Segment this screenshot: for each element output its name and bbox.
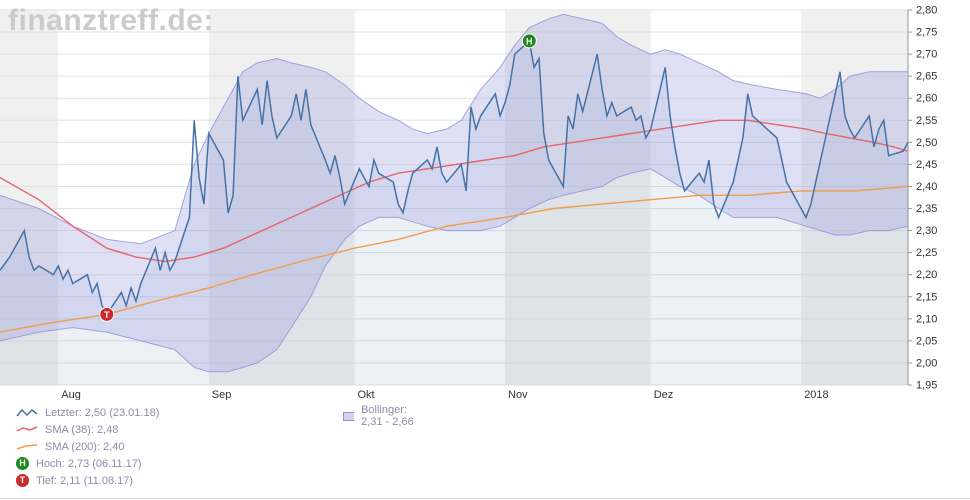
sma200-line-icon — [16, 444, 38, 450]
svg-text:2,80: 2,80 — [916, 5, 937, 17]
legend-item-tief[interactable]: T Tief: 2,11 (11.08.17) — [16, 474, 133, 487]
svg-text:2018: 2018 — [804, 389, 828, 400]
high-marker-icon: H — [16, 457, 29, 470]
legend-item-sma200[interactable]: SMA (200): 2,40 — [16, 441, 125, 453]
legend-label-letzter: Letzter: 2,50 (23.01.18) — [45, 406, 160, 419]
legend-item-letzter[interactable]: Letzter: 2,50 (23.01.18) — [16, 407, 159, 419]
legend-label-sma200: SMA (200): 2,40 — [45, 440, 125, 453]
svg-text:2,55: 2,55 — [916, 115, 937, 127]
svg-text:2,10: 2,10 — [916, 313, 937, 325]
x-axis-labels: Aug Sep Okt Nov Dez 2018 — [61, 389, 828, 400]
legend-label-sma38: SMA (38): 2,48 — [45, 423, 119, 436]
grid-and-y-axis: 1,95 2,00 2,05 2,10 2,15 2,20 2,25 2,30 2,35 2,40… — [0, 5, 937, 392]
svg-text:2,15: 2,15 — [916, 291, 937, 303]
sma200-line — [0, 185, 909, 333]
legend-row: H Hoch: 2,73 (06.11.17) — [16, 455, 159, 472]
bollinger-band-icon — [343, 411, 355, 421]
svg-text:2,65: 2,65 — [916, 71, 937, 83]
svg-text:2,35: 2,35 — [916, 203, 937, 215]
svg-text:2,70: 2,70 — [916, 49, 937, 61]
svg-text:Okt: Okt — [358, 389, 375, 400]
svg-text:2,45: 2,45 — [916, 159, 937, 171]
svg-text:2,20: 2,20 — [916, 269, 937, 281]
svg-text:2,05: 2,05 — [916, 335, 937, 347]
legend-label-bollinger: Bollinger: 2,31 - 2,66 — [361, 404, 414, 428]
high-low-markers: HT — [99, 33, 537, 322]
svg-text:2,50: 2,50 — [916, 137, 937, 149]
low-marker-icon: T — [16, 474, 29, 487]
svg-text:Sep: Sep — [212, 389, 232, 400]
chart-canvas[interactable]: 1,95 2,00 2,05 2,10 2,15 2,20 2,25 2,30 2,35 2,40… — [0, 0, 970, 400]
svg-text:Dez: Dez — [654, 389, 674, 400]
price-line — [0, 39, 909, 316]
legend-label-hoch: Hoch: 2,73 (06.11.17) — [36, 457, 142, 470]
svg-text:1,95: 1,95 — [916, 380, 937, 392]
legend-row: Letzter: 2,50 (23.01.18) Bollinger: 2,31… — [16, 404, 414, 428]
svg-text:H: H — [526, 36, 533, 46]
svg-text:2,75: 2,75 — [916, 27, 937, 39]
legend-item-bollinger[interactable]: Bollinger: 2,31 - 2,66 — [342, 404, 417, 428]
svg-text:2,25: 2,25 — [916, 247, 937, 259]
chart-legend: Letzter: 2,50 (23.01.18) Bollinger: 2,31… — [16, 404, 414, 489]
legend-item-sma38[interactable]: SMA (38): 2,48 — [16, 424, 118, 436]
svg-text:2,60: 2,60 — [916, 93, 937, 105]
svg-text:Aug: Aug — [61, 389, 81, 400]
month-stripes — [0, 10, 908, 385]
legend-row: SMA (200): 2,40 — [16, 438, 159, 455]
sma38-line-icon — [16, 426, 38, 432]
svg-text:Nov: Nov — [508, 389, 528, 400]
price-area — [0, 40, 908, 386]
price-line-icon — [16, 408, 38, 417]
svg-text:2,30: 2,30 — [916, 225, 937, 237]
legend-row: T Tief: 2,11 (11.08.17) — [16, 472, 159, 489]
legend-label-tief: Tief: 2,11 (11.08.17) — [36, 474, 134, 487]
svg-text:2,40: 2,40 — [916, 181, 937, 193]
svg-text:T: T — [104, 310, 110, 320]
marker-tief: T — [99, 306, 115, 322]
legend-row: SMA (38): 2,48 — [16, 421, 159, 438]
svg-text:2,00: 2,00 — [916, 357, 937, 369]
marker-hoch: H — [521, 33, 537, 49]
legend-item-hoch[interactable]: H Hoch: 2,73 (06.11.17) — [16, 457, 142, 470]
